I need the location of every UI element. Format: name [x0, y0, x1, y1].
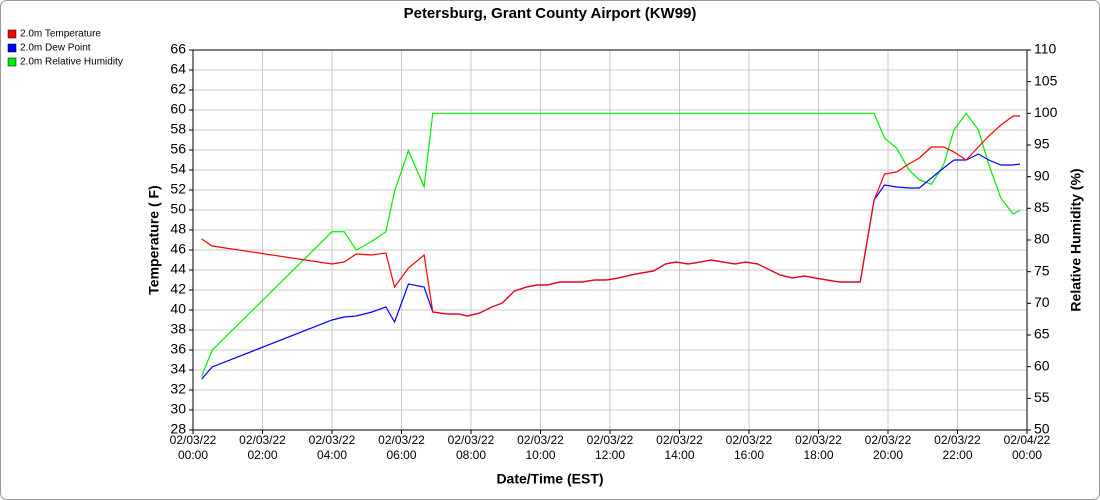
x-tick-label: 02/03/22 02:00: [239, 433, 286, 462]
y-tick-label: 62: [170, 81, 186, 97]
y-tick-label: 34: [170, 361, 186, 377]
chart-title: Petersburg, Grant County Airport (KW99): [404, 5, 697, 22]
x-tick-label: 02/03/22 22:00: [934, 433, 981, 462]
y-tick-label: 54: [170, 161, 186, 177]
y-tick-label: 66: [170, 41, 186, 57]
y2-tick-label: 60: [1034, 357, 1050, 373]
y2-tick-label: 65: [1034, 326, 1050, 342]
legend-swatch: [7, 29, 17, 39]
y2-tick-label: 70: [1034, 294, 1050, 310]
x-tick-label: 02/03/22 00:00: [170, 433, 217, 462]
y-tick-label: 50: [170, 201, 186, 217]
y-tick-label: 42: [170, 281, 186, 297]
legend-label: 2.0m Relative Humidity: [20, 57, 123, 68]
legend-label: 2.0m Temperature: [20, 29, 101, 40]
y2-tick-label: 90: [1034, 167, 1050, 183]
y-tick-label: 28: [170, 421, 186, 437]
y-tick-label: 64: [170, 61, 186, 77]
x-tick-label: 02/04/22 00:00: [1004, 433, 1051, 462]
legend-swatch: [7, 57, 17, 67]
y-tick-label: 32: [170, 381, 186, 397]
y-tick-label: 36: [170, 341, 186, 357]
x-tick-label: 02/03/22 16:00: [726, 433, 773, 462]
y2-tick-label: 80: [1034, 231, 1050, 247]
y-tick-label: 48: [170, 221, 186, 237]
y-tick-label: 56: [170, 141, 186, 157]
x-tick-label: 02/03/22 14:00: [656, 433, 703, 462]
y2-tick-label: 75: [1034, 262, 1050, 278]
y2-tick-label: 50: [1034, 421, 1050, 437]
y-tick-label: 60: [170, 101, 186, 117]
y2-tick-label: 110: [1034, 41, 1057, 57]
y-tick-label: 38: [170, 321, 186, 337]
x-tick-label: 02/03/22 04:00: [309, 433, 356, 462]
y-tick-label: 44: [170, 261, 186, 277]
x-tick-label: 02/03/22 20:00: [865, 433, 912, 462]
y-tick-label: 52: [170, 181, 186, 197]
legend-swatch: [7, 43, 17, 53]
y2-tick-label: 100: [1034, 104, 1058, 120]
x-tick-label: 02/03/22 12:00: [587, 433, 634, 462]
y2-tick-label: 55: [1034, 389, 1050, 405]
y-tick-label: 40: [170, 301, 186, 317]
y2-tick-label: 105: [1034, 72, 1058, 88]
x-tick-label: 02/03/22 08:00: [448, 433, 495, 462]
x-axis-label: Date/Time (EST): [496, 471, 603, 487]
series-line: [201, 112, 1021, 377]
y-tick-label: 46: [170, 241, 186, 257]
y2-tick-label: 95: [1034, 136, 1050, 152]
y-axis-label: Temperature ( F): [146, 185, 162, 294]
y-tick-label: 58: [170, 121, 186, 137]
x-tick-label: 02/03/22 10:00: [517, 433, 564, 462]
legend-label: 2.0m Dew Point: [20, 43, 91, 54]
x-tick-label: 02/03/22 06:00: [378, 433, 425, 462]
y2-axis-label: Relative Humidity (%): [1068, 168, 1084, 311]
x-tick-label: 02/03/22 18:00: [795, 433, 842, 462]
plot-frame: [192, 49, 1028, 431]
y-tick-label: 30: [170, 401, 186, 417]
y2-tick-label: 85: [1034, 199, 1050, 215]
series-line: [201, 115, 1021, 317]
